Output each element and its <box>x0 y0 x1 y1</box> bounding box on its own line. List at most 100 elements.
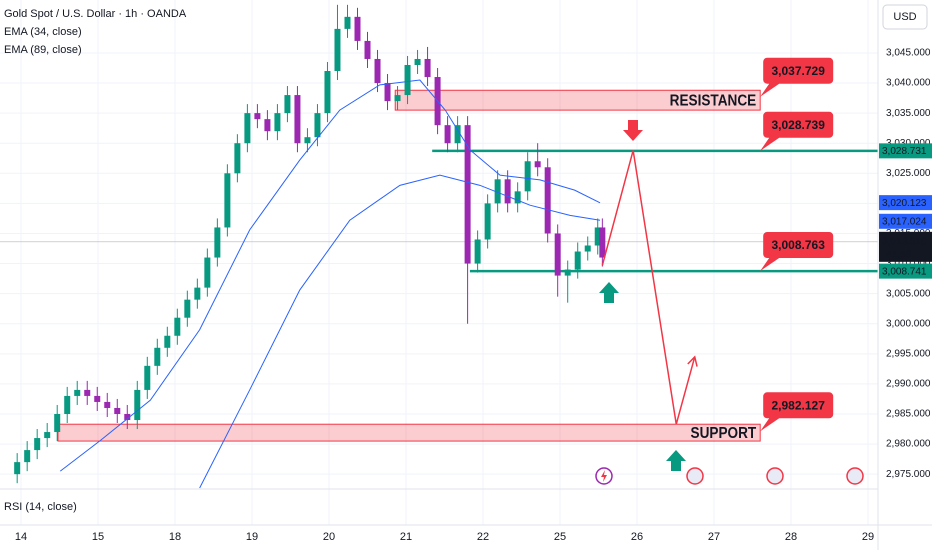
candle-body <box>594 227 601 246</box>
down-arrow <box>623 120 643 141</box>
price-label: 3,017.024 <box>882 216 927 227</box>
price-label: 3,020.123 <box>882 198 927 209</box>
callout-label: 3,028.739 <box>771 118 825 132</box>
candle-body <box>454 125 461 144</box>
candle-body <box>184 299 191 318</box>
x-tick-label: 28 <box>785 531 797 543</box>
y-tick-label: 3,025.000 <box>886 168 931 179</box>
candle-body <box>564 269 571 276</box>
x-tick-label: 21 <box>400 531 412 543</box>
candle-body <box>599 227 606 258</box>
zones: RESISTANCE SUPPORT <box>57 89 878 442</box>
candle-body <box>274 113 281 132</box>
candle-body <box>64 395 71 414</box>
candle-body <box>474 239 481 264</box>
callout <box>760 392 834 432</box>
candle-body <box>404 64 411 96</box>
callout <box>760 111 834 151</box>
projection-line <box>601 150 696 425</box>
candle-body <box>134 389 141 421</box>
candle-body <box>294 95 301 144</box>
grid <box>0 0 878 525</box>
candle-body <box>114 407 121 414</box>
y-tick-label: 2,985.000 <box>886 409 931 420</box>
candle-body <box>314 113 321 138</box>
price-label-box <box>879 143 932 159</box>
candle-body <box>194 287 201 300</box>
y-tick-label: 2,995.000 <box>886 348 931 359</box>
x-tick-label: 25 <box>554 531 566 543</box>
candle-body <box>424 58 431 78</box>
x-tick-label: 15 <box>92 531 104 543</box>
candle-body <box>494 179 501 204</box>
x-tick-label: 27 <box>708 531 720 543</box>
candle-body <box>144 365 151 390</box>
price-label: 3,013.610 <box>882 236 927 247</box>
callout-label: 3,008.763 <box>771 238 825 252</box>
flag-icon[interactable] <box>766 467 784 485</box>
flag-icon[interactable] <box>686 467 704 485</box>
y-tick-label: 3,005.000 <box>886 288 931 299</box>
price-label-box <box>879 231 932 262</box>
candle-body <box>214 227 221 258</box>
y-tick-label: 3,035.000 <box>886 108 931 119</box>
candle-body <box>544 167 551 234</box>
countdown: 44:58 <box>886 249 911 260</box>
candle-body <box>364 40 371 59</box>
x-tick-label: 29 <box>862 531 874 543</box>
callout <box>760 231 834 271</box>
callout-label: 3,037.729 <box>771 64 825 78</box>
candle-body <box>104 401 111 408</box>
candle-body <box>334 28 341 72</box>
price-label-box <box>879 213 932 229</box>
up-arrow <box>666 450 686 471</box>
candle-body <box>524 161 531 192</box>
candle-body <box>304 137 311 144</box>
x-tick-label: 22 <box>477 531 489 543</box>
candle-body <box>84 389 91 396</box>
legend-entry: EMA (89, close) <box>4 44 82 56</box>
candle-body <box>124 413 131 421</box>
x-tick-label: 18 <box>169 531 181 543</box>
candle-body <box>504 179 511 204</box>
candle-body <box>414 58 421 65</box>
plot <box>14 4 606 489</box>
price-label: 3,028.731 <box>882 146 927 157</box>
y-tick-label: 3,045.000 <box>886 48 931 59</box>
candle-body <box>154 347 161 366</box>
legend-entry: EMA (34, close) <box>4 26 82 38</box>
candle-body <box>394 95 401 102</box>
price-axis: 2,975.000 2,980.000 2,985.000 2,990.000 2,99… <box>879 48 932 480</box>
candle-body <box>554 233 561 276</box>
callout <box>760 57 834 97</box>
price-label-box <box>879 195 932 211</box>
candle-body <box>94 395 101 402</box>
candle-body <box>484 203 491 240</box>
price-label-box <box>879 263 932 279</box>
candle-body <box>74 389 81 396</box>
candle-body <box>354 16 361 41</box>
y-tick-label: 2,990.000 <box>886 379 931 390</box>
projection-arrowhead <box>687 355 698 367</box>
candle-body <box>34 438 41 451</box>
ema-line <box>59 79 601 472</box>
currency-button[interactable] <box>882 4 928 30</box>
y-tick-label: 3,040.000 <box>886 78 931 89</box>
candle-body <box>24 450 31 463</box>
candle-body <box>54 413 61 433</box>
candle-body <box>514 191 521 204</box>
x-tick-label: 14 <box>15 531 27 543</box>
flag-icon[interactable] <box>846 467 864 485</box>
chart-title: Gold Spot / U.S. Dollar · 1h · OANDA <box>4 8 187 20</box>
callout-label: 2,982.127 <box>771 398 825 412</box>
candle-body <box>164 335 171 348</box>
candle-body <box>204 257 211 288</box>
candle-body <box>44 432 51 439</box>
candle-body <box>174 317 181 336</box>
candle-body <box>254 113 261 120</box>
candle-body <box>464 125 471 264</box>
y-tick-label: 3,000.000 <box>886 318 931 329</box>
event-icon <box>601 470 607 482</box>
